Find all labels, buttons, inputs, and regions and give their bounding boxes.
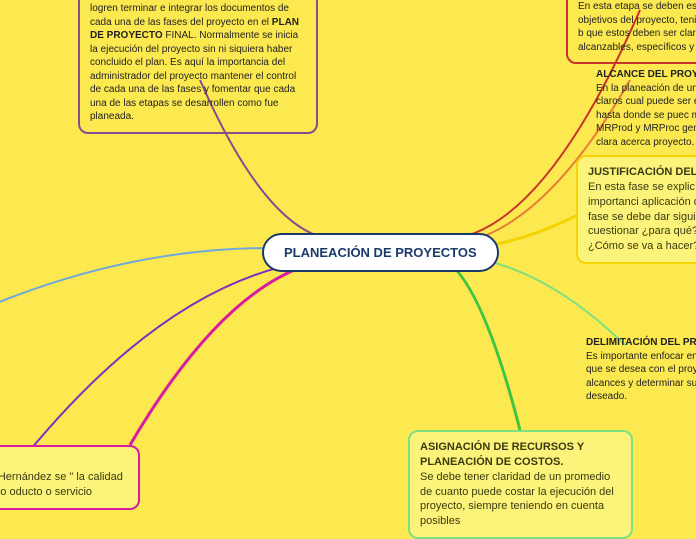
- node-title: IDAD.: [0, 455, 128, 470]
- node-text: FINAL. Normalmente se inicia la ejecució…: [90, 30, 298, 122]
- center-node: PLANEACIÓN DE PROYECTOS: [262, 233, 499, 272]
- node-title: DELIMITACIÓN DEL PROYECTO.: [586, 336, 696, 350]
- node-text: En esta etapa se deben establecer los ob…: [578, 1, 696, 53]
- node-text: En esta fase se explic motivos e importa…: [588, 180, 696, 254]
- node-title: ALCANCE DEL PROYECTO.: [596, 68, 696, 82]
- edge: [130, 258, 350, 445]
- node-text: Es importante enfocar en términos c lo q…: [586, 350, 696, 404]
- node-asignacion: ASIGNACIÓN DE RECURSOS Y PLANEACIÓN DE C…: [408, 430, 633, 539]
- node-calidad: IDAD. Zacarías Hernández se " la calidad…: [0, 445, 140, 510]
- node-text: En la planeación de un proyec tener clar…: [596, 82, 696, 150]
- node-text: Zacarías Hernández se " la calidad es el…: [0, 470, 128, 500]
- node-title: JUSTIFICACIÓN DEL: [588, 165, 696, 180]
- node-objetivos: En esta etapa se deben establecer los ob…: [566, 0, 696, 64]
- node-text: Se debe tener claridad de un promedio de…: [420, 470, 621, 529]
- node-integracion: logren terminar e integrar los documento…: [78, 0, 318, 134]
- node-delimitacion: DELIMITACIÓN DEL PROYECTO. Es importante…: [576, 328, 696, 412]
- edge: [430, 255, 520, 430]
- edge: [0, 248, 270, 310]
- node-alcance: ALCANCE DEL PROYECTO. En la planeación d…: [586, 60, 696, 157]
- node-justificacion: JUSTIFICACIÓN DEL En esta fase se explic…: [576, 155, 696, 264]
- node-text: logren terminar e integrar los documento…: [90, 3, 289, 28]
- node-title: ASIGNACIÓN DE RECURSOS Y PLANEACIÓN DE C…: [420, 440, 621, 470]
